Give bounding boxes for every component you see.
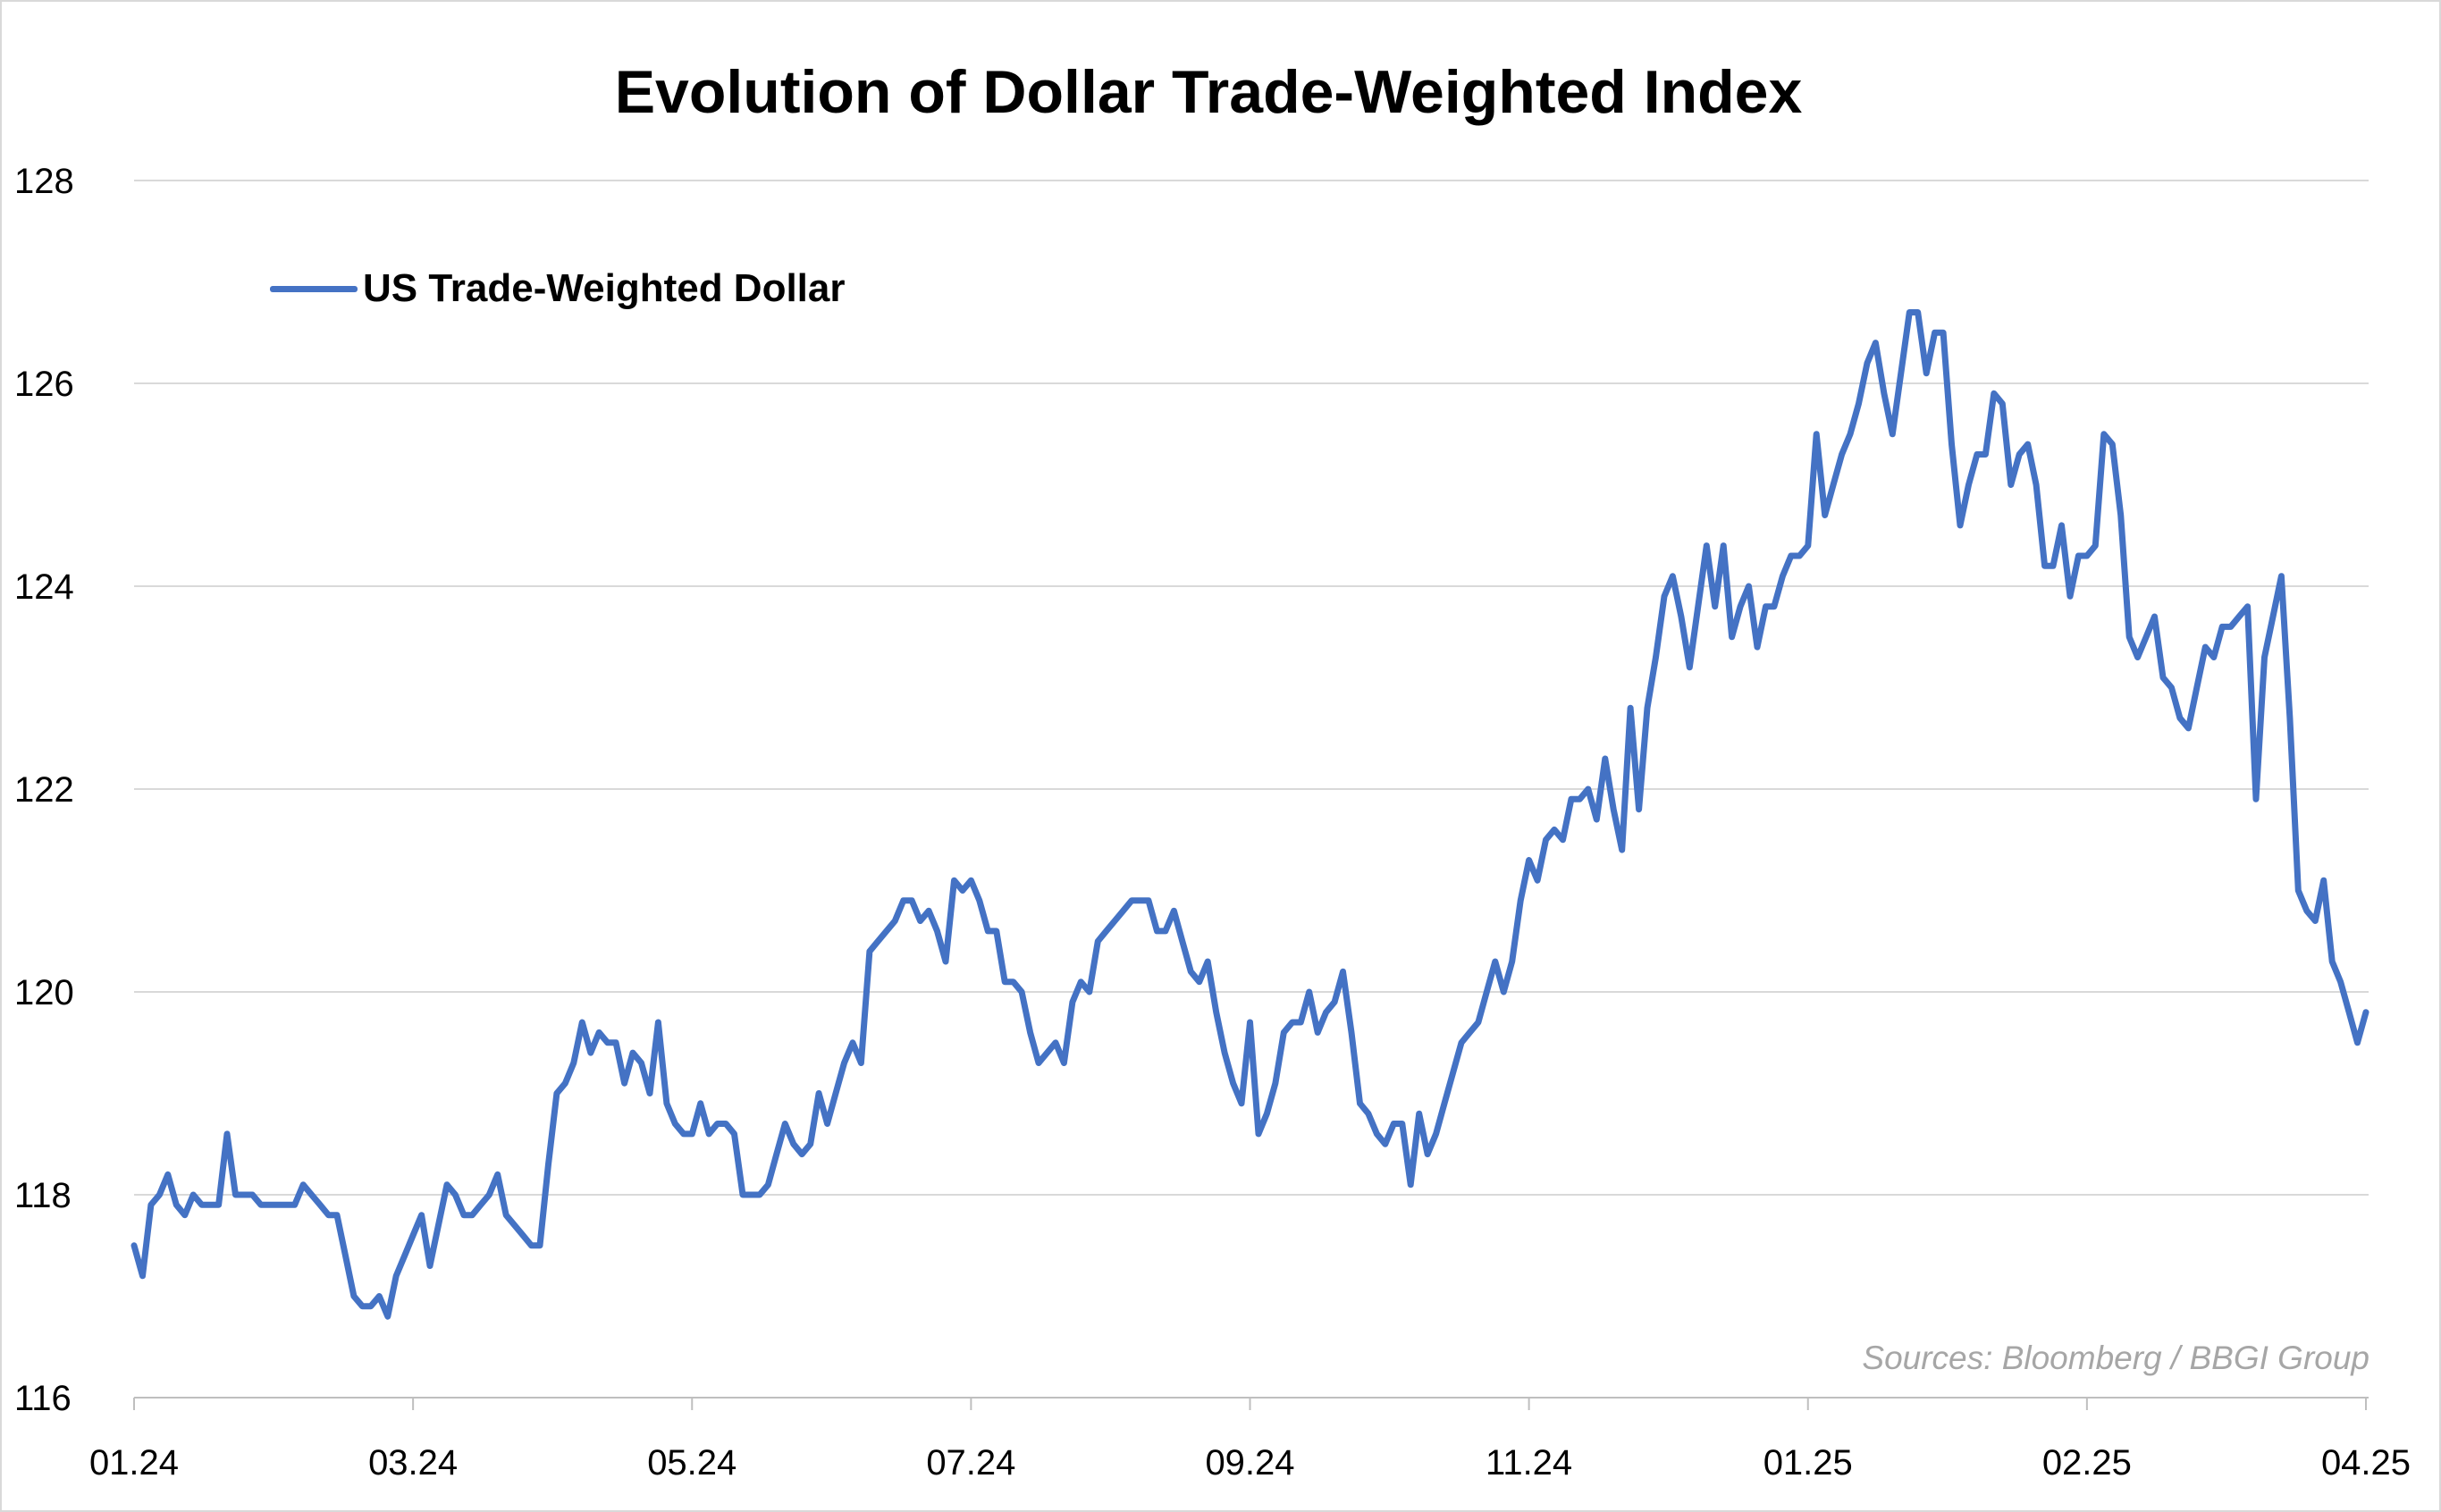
gridlines: [134, 180, 2369, 1196]
x-tick-label: 05.24: [647, 1443, 737, 1483]
x-tick-label: 09.24: [1205, 1443, 1294, 1483]
x-tick-label: 11.24: [1486, 1443, 1572, 1483]
series-layer: [130, 309, 2369, 1320]
y-tick-label: 124: [14, 567, 74, 607]
y-tick-label: 126: [14, 365, 74, 404]
x-tick-label: 04.25: [2321, 1443, 2411, 1483]
x-tick-label: 07.24: [926, 1443, 1015, 1483]
y-axis-tick-labels: 116 118 120 122 124 126 128: [14, 162, 74, 1418]
x-axis-tick-labels: 01.24 03.24 05.24 07.24 09.24 11.24 01.25 02.25…: [89, 1443, 2411, 1483]
y-tick-label: 120: [14, 973, 74, 1012]
y-tick-label: 118: [14, 1176, 72, 1215]
y-tick-label: 128: [14, 162, 74, 201]
legend-swatch: [270, 285, 358, 292]
y-tick-label: 122: [14, 770, 74, 810]
source-note: Sources: Bloomberg / BBGI Group: [1862, 1340, 2369, 1376]
chart-title: Evolution of Dollar Trade-Weighted Index: [614, 58, 1803, 126]
x-tick-label: 03.24: [368, 1443, 458, 1483]
axes: [133, 1397, 2369, 1410]
legend: US Trade-Weighted Dollar: [270, 266, 846, 311]
series-line-1: [130, 309, 2369, 1320]
x-tick-label: 01.25: [1763, 1443, 1853, 1483]
legend-label: US Trade-Weighted Dollar: [363, 266, 846, 310]
x-tick-label: 02.25: [2042, 1443, 2132, 1483]
y-tick-label: 116: [14, 1379, 72, 1418]
x-tick-label: 01.24: [89, 1443, 179, 1483]
